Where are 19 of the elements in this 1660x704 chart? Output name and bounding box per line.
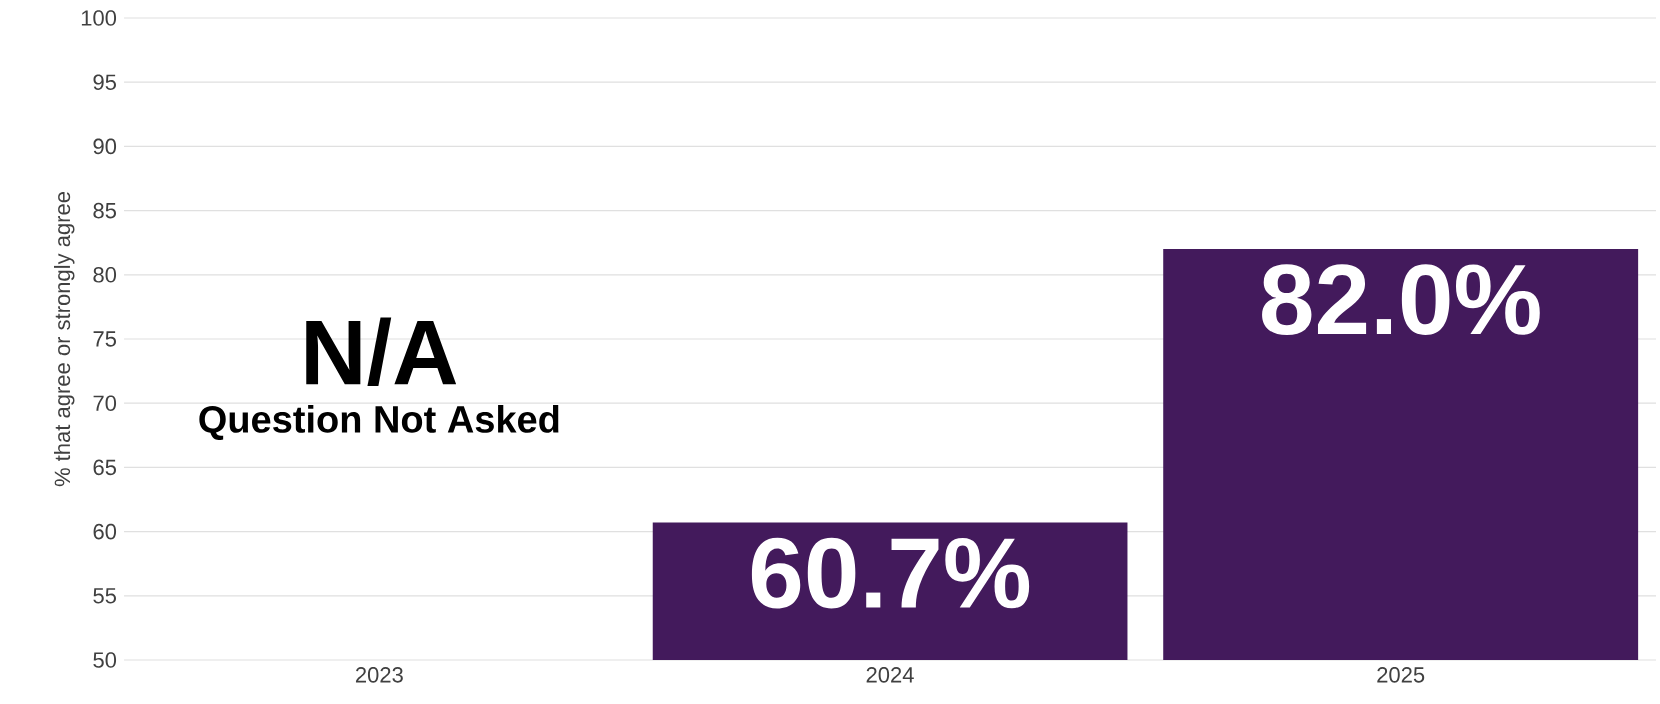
y-tick-label: 85 bbox=[93, 202, 116, 219]
y-tick-label: 70 bbox=[93, 395, 117, 411]
x-tick-label: 2024 bbox=[866, 667, 914, 683]
x-tick-label: 2023 bbox=[355, 667, 403, 683]
y-tick-label: 75 bbox=[93, 331, 116, 347]
y-tick-label: 55 bbox=[93, 588, 116, 604]
y-tick-label: 95 bbox=[93, 74, 116, 90]
y-tick-label: 50 bbox=[93, 652, 117, 668]
annotation: N/A bbox=[306, 317, 457, 387]
y-tick-label: 60 bbox=[93, 523, 117, 540]
y-tick-label: 80 bbox=[93, 267, 117, 283]
y-axis-title: % that agree or strongly agree bbox=[54, 192, 75, 487]
y-tick-label: 65 bbox=[93, 459, 116, 476]
x-tick-label: 2025 bbox=[1377, 667, 1425, 683]
y-tick-label: 90 bbox=[93, 138, 117, 155]
data-label: 60.7% bbox=[751, 537, 1030, 609]
annotation: Question Not Asked bbox=[199, 404, 559, 440]
y-tick-label: 100 bbox=[81, 10, 117, 26]
data-label: 82.0% bbox=[1262, 264, 1540, 335]
